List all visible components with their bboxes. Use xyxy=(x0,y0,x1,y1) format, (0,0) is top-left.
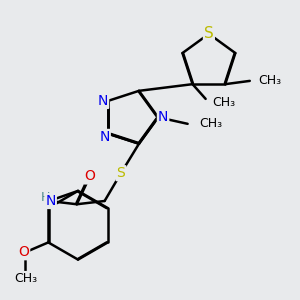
Text: S: S xyxy=(117,166,125,180)
Text: CH₃: CH₃ xyxy=(212,96,235,109)
Text: O: O xyxy=(18,245,29,259)
Text: O: O xyxy=(85,169,95,183)
Text: N: N xyxy=(99,130,110,144)
Text: H: H xyxy=(41,191,50,204)
Text: N: N xyxy=(98,94,108,108)
Text: N: N xyxy=(158,110,168,124)
Text: CH₃: CH₃ xyxy=(14,272,37,285)
Text: CH₃: CH₃ xyxy=(199,117,222,130)
Text: N: N xyxy=(45,194,56,208)
Text: CH₃: CH₃ xyxy=(258,74,281,87)
Text: S: S xyxy=(204,26,214,41)
